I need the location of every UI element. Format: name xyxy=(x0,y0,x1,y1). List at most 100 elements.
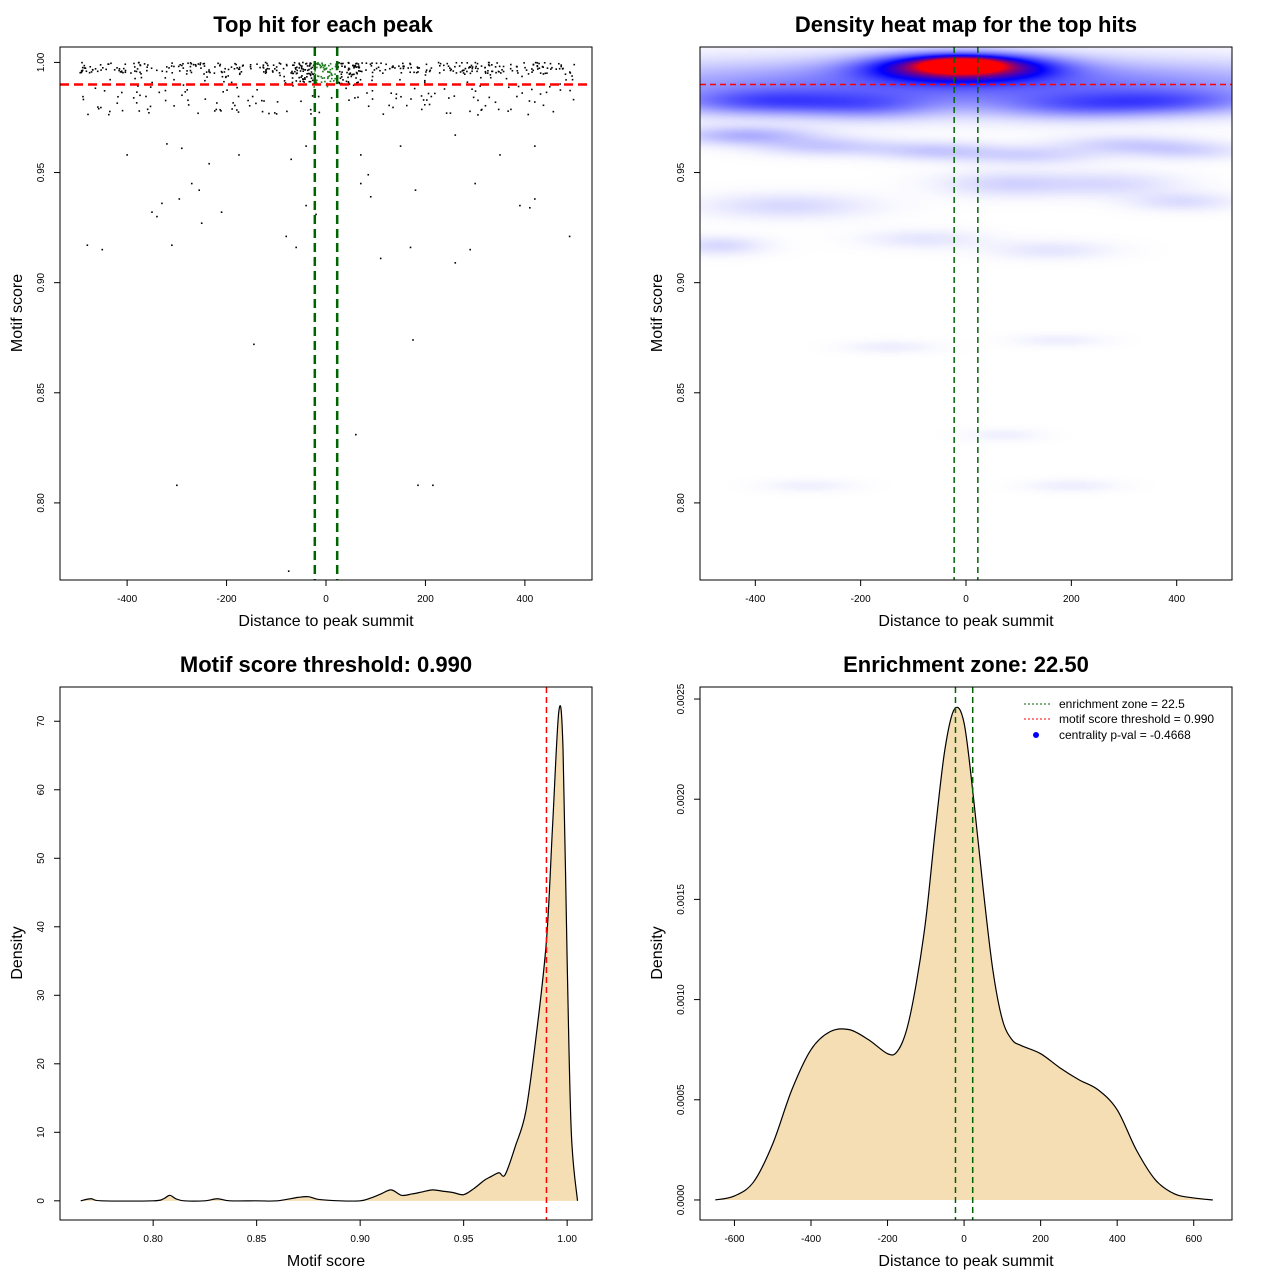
score-point xyxy=(81,70,83,73)
score-point xyxy=(315,62,318,65)
score-point xyxy=(135,70,138,73)
score-point xyxy=(414,189,417,191)
score-point xyxy=(134,70,136,72)
score-point xyxy=(310,67,312,70)
score-point xyxy=(324,64,327,66)
legend-enrichment-zone-label: enrichment zone = 22.5 xyxy=(1059,697,1185,711)
score-point xyxy=(298,62,300,65)
score-point xyxy=(375,67,378,70)
score-point xyxy=(402,67,405,70)
score-point xyxy=(135,102,138,104)
score-point xyxy=(247,99,249,102)
score-point xyxy=(109,110,111,113)
score-point xyxy=(120,91,123,94)
score-point xyxy=(314,73,317,76)
score-point xyxy=(253,343,255,346)
panel-1-y-tick-label: 0.90 xyxy=(36,272,47,292)
score-point xyxy=(100,69,102,71)
score-point xyxy=(412,339,414,341)
score-point xyxy=(238,66,241,69)
score-point xyxy=(569,89,571,92)
score-point xyxy=(497,108,500,111)
score-point xyxy=(357,96,359,99)
score-point xyxy=(392,66,394,68)
score-point xyxy=(81,61,83,64)
score-point xyxy=(299,70,302,72)
score-point xyxy=(391,66,393,69)
score-point xyxy=(454,134,457,136)
score-point xyxy=(164,89,167,92)
score-point xyxy=(500,72,502,74)
score-point xyxy=(306,75,308,78)
score-point xyxy=(301,65,303,67)
panel-1-x-tick-label: 0 xyxy=(323,594,329,605)
panel-4-x-ticks: -600 -400 -200 0 200 400 600 xyxy=(724,1220,1203,1245)
score-point xyxy=(507,110,509,112)
score-point xyxy=(192,63,195,66)
panel-1-x-tick-label: 400 xyxy=(517,594,534,605)
score-point xyxy=(442,64,445,67)
score-point xyxy=(309,64,311,66)
score-point xyxy=(466,62,469,64)
score-point xyxy=(295,246,297,249)
score-point xyxy=(208,69,210,71)
score-point xyxy=(219,108,221,111)
panel-3-y-tick-label: 60 xyxy=(36,784,47,796)
score-point xyxy=(273,68,276,70)
score-point xyxy=(198,189,201,191)
panel-3-x-tick-label: 0.85 xyxy=(247,1234,267,1245)
score-point xyxy=(360,154,362,156)
score-point xyxy=(272,71,274,73)
score-point xyxy=(371,98,374,100)
score-point xyxy=(221,71,223,74)
score-point xyxy=(109,78,111,81)
score-point xyxy=(321,62,323,65)
score-point xyxy=(531,88,533,91)
score-point xyxy=(420,108,423,111)
panel-2-title: Density heat map for the top hits xyxy=(795,12,1137,37)
panel-4-x-tick-label: -200 xyxy=(878,1234,898,1245)
score-point xyxy=(358,66,360,69)
score-point xyxy=(437,61,440,64)
score-point xyxy=(302,70,305,72)
score-point xyxy=(194,63,197,66)
score-point xyxy=(273,112,276,114)
score-point xyxy=(533,101,536,103)
score-point xyxy=(423,81,426,84)
score-point xyxy=(358,70,360,72)
score-point xyxy=(304,76,306,79)
score-point xyxy=(177,65,180,68)
score-point xyxy=(189,61,192,64)
score-point xyxy=(355,71,358,74)
score-point xyxy=(339,77,342,80)
score-point xyxy=(519,204,521,207)
score-point xyxy=(239,72,241,75)
score-point xyxy=(290,158,292,161)
score-point xyxy=(249,63,252,66)
score-point xyxy=(468,66,471,68)
score-point xyxy=(527,113,530,116)
score-point xyxy=(103,90,106,92)
score-point xyxy=(197,112,199,115)
score-point xyxy=(539,72,542,74)
score-point xyxy=(327,71,329,73)
score-point xyxy=(395,93,398,95)
score-point xyxy=(399,67,402,70)
score-point xyxy=(268,112,270,115)
score-point xyxy=(489,74,492,76)
score-point xyxy=(151,81,153,84)
score-point xyxy=(463,69,465,72)
score-point xyxy=(390,92,393,95)
score-point xyxy=(360,70,363,73)
score-point xyxy=(306,72,308,75)
score-point xyxy=(176,484,178,487)
score-point xyxy=(527,73,530,75)
panel-3-x-tick-label: 1.00 xyxy=(557,1234,577,1245)
score-point xyxy=(559,83,561,85)
score-point xyxy=(81,69,84,72)
score-point xyxy=(516,69,519,72)
score-point xyxy=(560,65,562,68)
panel-4-y-tick-label: 0.0015 xyxy=(676,884,687,915)
panel-2-y-ticks: 0.80 0.85 0.90 0.95 xyxy=(676,162,700,513)
score-point xyxy=(568,235,571,238)
